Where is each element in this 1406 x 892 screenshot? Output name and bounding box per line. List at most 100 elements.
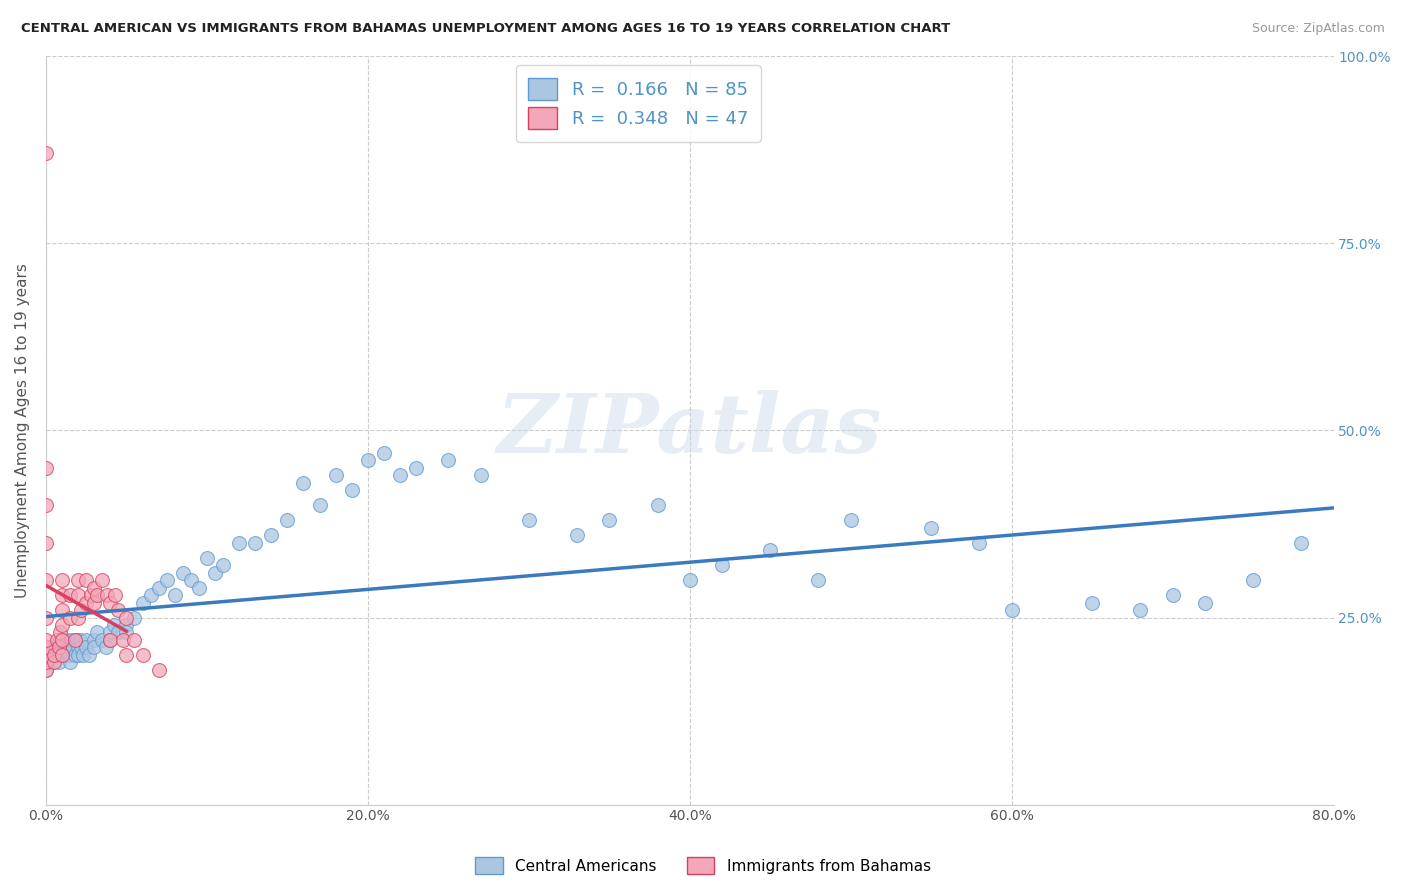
Point: [405, 460, 427, 475]
Point: [45, 640, 67, 655]
Point: [48, 656, 70, 670]
Point: [325, 468, 347, 483]
Point: [187, 581, 209, 595]
Point: [83, 632, 105, 647]
Point: [51, 632, 73, 647]
Point: [46, 648, 69, 662]
Point: [228, 535, 250, 549]
Point: [276, 513, 298, 527]
Point: [35, 663, 58, 677]
Point: [60, 632, 83, 647]
Point: [53, 648, 76, 662]
Text: CENTRAL AMERICAN VS IMMIGRANTS FROM BAHAMAS UNEMPLOYMENT AMONG AGES 16 TO 19 YEA: CENTRAL AMERICAN VS IMMIGRANTS FROM BAHA…: [21, 22, 950, 36]
Point: [1129, 603, 1152, 617]
Point: [340, 483, 363, 498]
Point: [70, 603, 93, 617]
Point: [56, 632, 79, 647]
Point: [35, 648, 58, 662]
Point: [195, 550, 218, 565]
Point: [67, 588, 90, 602]
Point: [59, 588, 82, 602]
Point: [35, 535, 58, 549]
Point: [51, 648, 73, 662]
Point: [373, 446, 395, 460]
Point: [42, 648, 65, 662]
Point: [308, 498, 330, 512]
Point: [70, 640, 93, 655]
Point: [98, 632, 121, 647]
Point: [75, 632, 97, 647]
Point: [83, 640, 105, 655]
Point: [91, 573, 114, 587]
Point: [86, 588, 108, 602]
Point: [49, 625, 72, 640]
Point: [59, 656, 82, 670]
Legend: R =  0.166   N = 85, R =  0.348   N = 47: R = 0.166 N = 85, R = 0.348 N = 47: [516, 65, 761, 142]
Point: [437, 453, 460, 467]
Point: [107, 603, 129, 617]
Point: [46, 632, 69, 647]
Point: [80, 588, 103, 602]
Point: [1291, 535, 1313, 549]
Point: [115, 625, 138, 640]
Point: [148, 581, 170, 595]
Point: [35, 610, 58, 624]
Point: [1161, 588, 1184, 602]
Point: [647, 498, 669, 512]
Point: [35, 663, 58, 677]
Point: [260, 528, 283, 542]
Point: [48, 640, 70, 655]
Point: [212, 558, 235, 573]
Point: [79, 648, 101, 662]
Point: [598, 513, 620, 527]
Point: [115, 610, 138, 624]
Point: [65, 632, 87, 647]
Point: [112, 632, 135, 647]
Point: [1001, 603, 1024, 617]
Legend: Central Americans, Immigrants from Bahamas: Central Americans, Immigrants from Baham…: [470, 851, 936, 880]
Point: [96, 588, 118, 602]
Point: [1194, 595, 1216, 609]
Point: [35, 640, 58, 655]
Point: [124, 610, 146, 624]
Point: [67, 610, 90, 624]
Point: [35, 498, 58, 512]
Point: [69, 632, 91, 647]
Point: [148, 663, 170, 677]
Point: [51, 640, 73, 655]
Point: [67, 648, 90, 662]
Point: [124, 632, 146, 647]
Point: [35, 146, 58, 161]
Point: [35, 632, 58, 647]
Point: [49, 632, 72, 647]
Point: [35, 648, 58, 662]
Y-axis label: Unemployment Among Ages 16 to 19 years: Unemployment Among Ages 16 to 19 years: [15, 263, 30, 598]
Point: [35, 460, 58, 475]
Point: [103, 618, 125, 632]
Point: [63, 632, 86, 647]
Point: [204, 566, 226, 580]
Point: [42, 656, 65, 670]
Point: [389, 468, 412, 483]
Point: [98, 625, 121, 640]
Point: [163, 588, 186, 602]
Point: [75, 640, 97, 655]
Point: [679, 573, 702, 587]
Point: [104, 588, 127, 602]
Point: [58, 648, 80, 662]
Point: [35, 656, 58, 670]
Point: [98, 632, 121, 647]
Point: [51, 632, 73, 647]
Point: [131, 648, 153, 662]
Point: [62, 640, 84, 655]
Point: [91, 632, 114, 647]
Point: [72, 648, 94, 662]
Point: [517, 513, 540, 527]
Point: [38, 640, 60, 655]
Text: Source: ZipAtlas.com: Source: ZipAtlas.com: [1251, 22, 1385, 36]
Point: [51, 618, 73, 632]
Point: [172, 566, 194, 580]
Point: [115, 648, 138, 662]
Point: [86, 625, 108, 640]
Point: [67, 640, 90, 655]
